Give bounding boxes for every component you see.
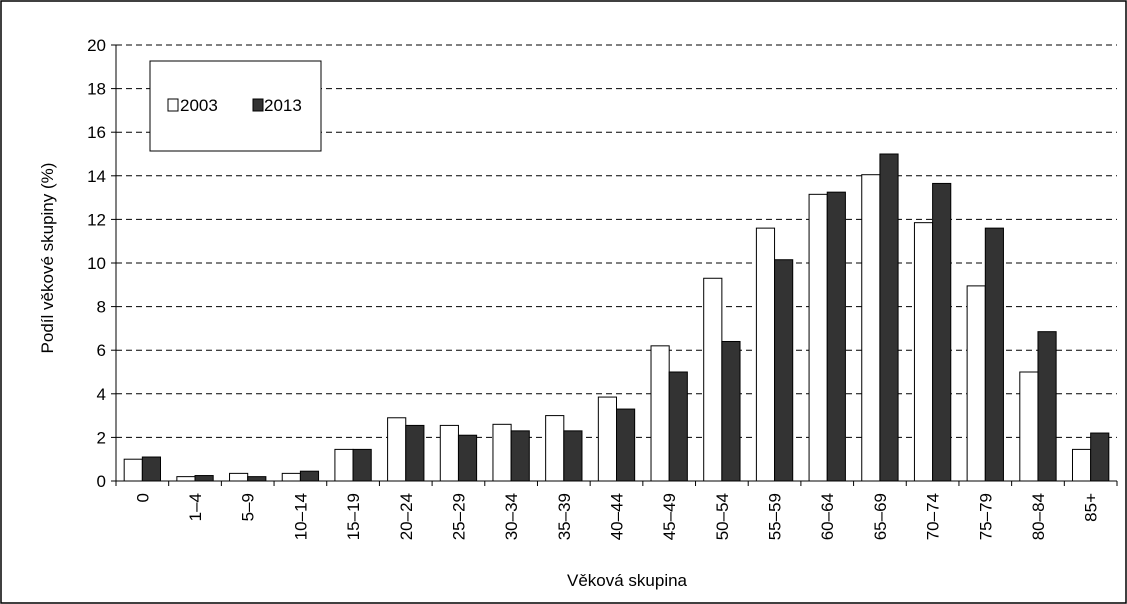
bar-2013 (247, 476, 267, 482)
bar-2013 (457, 434, 478, 482)
axes (111, 44, 1118, 486)
y-tick-label: 14 (87, 167, 106, 186)
bar-2003 (545, 415, 565, 482)
bar-2003 (755, 227, 776, 482)
bar-2013 (194, 475, 214, 482)
bar-2013 (563, 430, 583, 482)
x-tick-label: 0 (133, 493, 152, 502)
bar-2013 (721, 340, 741, 482)
bar-2003 (1019, 371, 1039, 482)
x-tick-label: 5–9 (239, 493, 258, 521)
bar-2013 (299, 470, 320, 482)
bar-2003 (281, 472, 301, 482)
bar-2003 (176, 476, 196, 482)
bar-2003 (492, 423, 512, 482)
x-tick-label: 65–69 (871, 493, 890, 540)
bar-2013 (405, 424, 425, 482)
bars (123, 153, 1110, 482)
x-tick-label: 60–64 (818, 493, 837, 540)
y-tick-label: 2 (97, 428, 106, 447)
bar-2003 (703, 277, 723, 482)
bar-2003 (597, 396, 617, 482)
bar-2013 (774, 259, 794, 482)
bar-2013 (1090, 432, 1110, 482)
y-tick-label: 4 (97, 385, 106, 404)
bar-2003 (650, 345, 670, 482)
y-tick-label: 20 (87, 36, 106, 55)
y-tick-label: 12 (87, 210, 106, 229)
x-tick-label: 70–74 (924, 493, 943, 540)
x-tick-label: 25–29 (449, 493, 468, 540)
bar-2003 (1071, 448, 1092, 482)
x-tick-label: 50–54 (713, 493, 732, 540)
x-tick-label: 75–79 (976, 493, 995, 540)
x-tick-label: 80–84 (1029, 493, 1048, 540)
x-tick-label: 45–49 (660, 493, 679, 540)
legend-swatch-2013 (252, 98, 264, 112)
bar-2003 (334, 448, 354, 482)
x-tick-label: 85+ (1082, 493, 1101, 522)
x-axis-title: Věková skupina (567, 571, 688, 590)
legend-label-2003: 2003 (180, 96, 218, 115)
y-tick-label: 6 (97, 341, 106, 360)
bar-2013 (616, 408, 636, 482)
y-axis-title: Podíl věkové skupiny (%) (38, 163, 57, 354)
y-tick-label: 0 (97, 472, 106, 491)
x-tick-label: 10–14 (291, 493, 310, 540)
x-tick-label: 55–59 (766, 493, 785, 540)
x-tick-label: 40–44 (608, 493, 627, 540)
x-tick-label: 30–34 (502, 493, 521, 540)
x-tick-labels: 0 1–4 5–9 10–14 15–19 20–24 25–29 30–34 35–39 40–… (133, 493, 1100, 540)
bar-2003 (861, 174, 881, 482)
y-tick-label: 18 (87, 80, 106, 99)
bar-2013 (1037, 331, 1057, 482)
bar-2013 (510, 430, 530, 482)
bar-2003 (387, 417, 407, 482)
bar-2013 (352, 448, 372, 482)
y-tick-labels: 0 2 4 6 8 10 12 14 16 18 20 (87, 36, 106, 491)
y-tick-label: 8 (97, 298, 106, 317)
bar-2013 (826, 191, 846, 482)
legend-label-2013: 2013 (264, 96, 302, 115)
bar-2013 (668, 371, 688, 482)
x-tick-label: 20–24 (397, 493, 416, 540)
legend-swatch-2003 (167, 98, 179, 112)
bar-2003 (913, 222, 934, 482)
x-tick-label: 35–39 (555, 493, 574, 540)
bar-2003 (229, 472, 249, 482)
bar-2013 (984, 227, 1004, 482)
y-tick-label: 16 (87, 123, 106, 142)
y-tick-label: 10 (87, 254, 106, 273)
bar-2013 (879, 153, 899, 482)
x-tick-label: 1–4 (186, 493, 205, 521)
bar-2013 (141, 456, 162, 482)
bar-2003 (439, 424, 459, 482)
legend: 2003 2013 (149, 60, 322, 152)
x-tick-label: 15–19 (344, 493, 363, 540)
bar-2003 (808, 193, 828, 482)
bar-2003 (123, 458, 143, 482)
bar-2003 (966, 285, 986, 482)
bar-2013 (932, 182, 952, 482)
